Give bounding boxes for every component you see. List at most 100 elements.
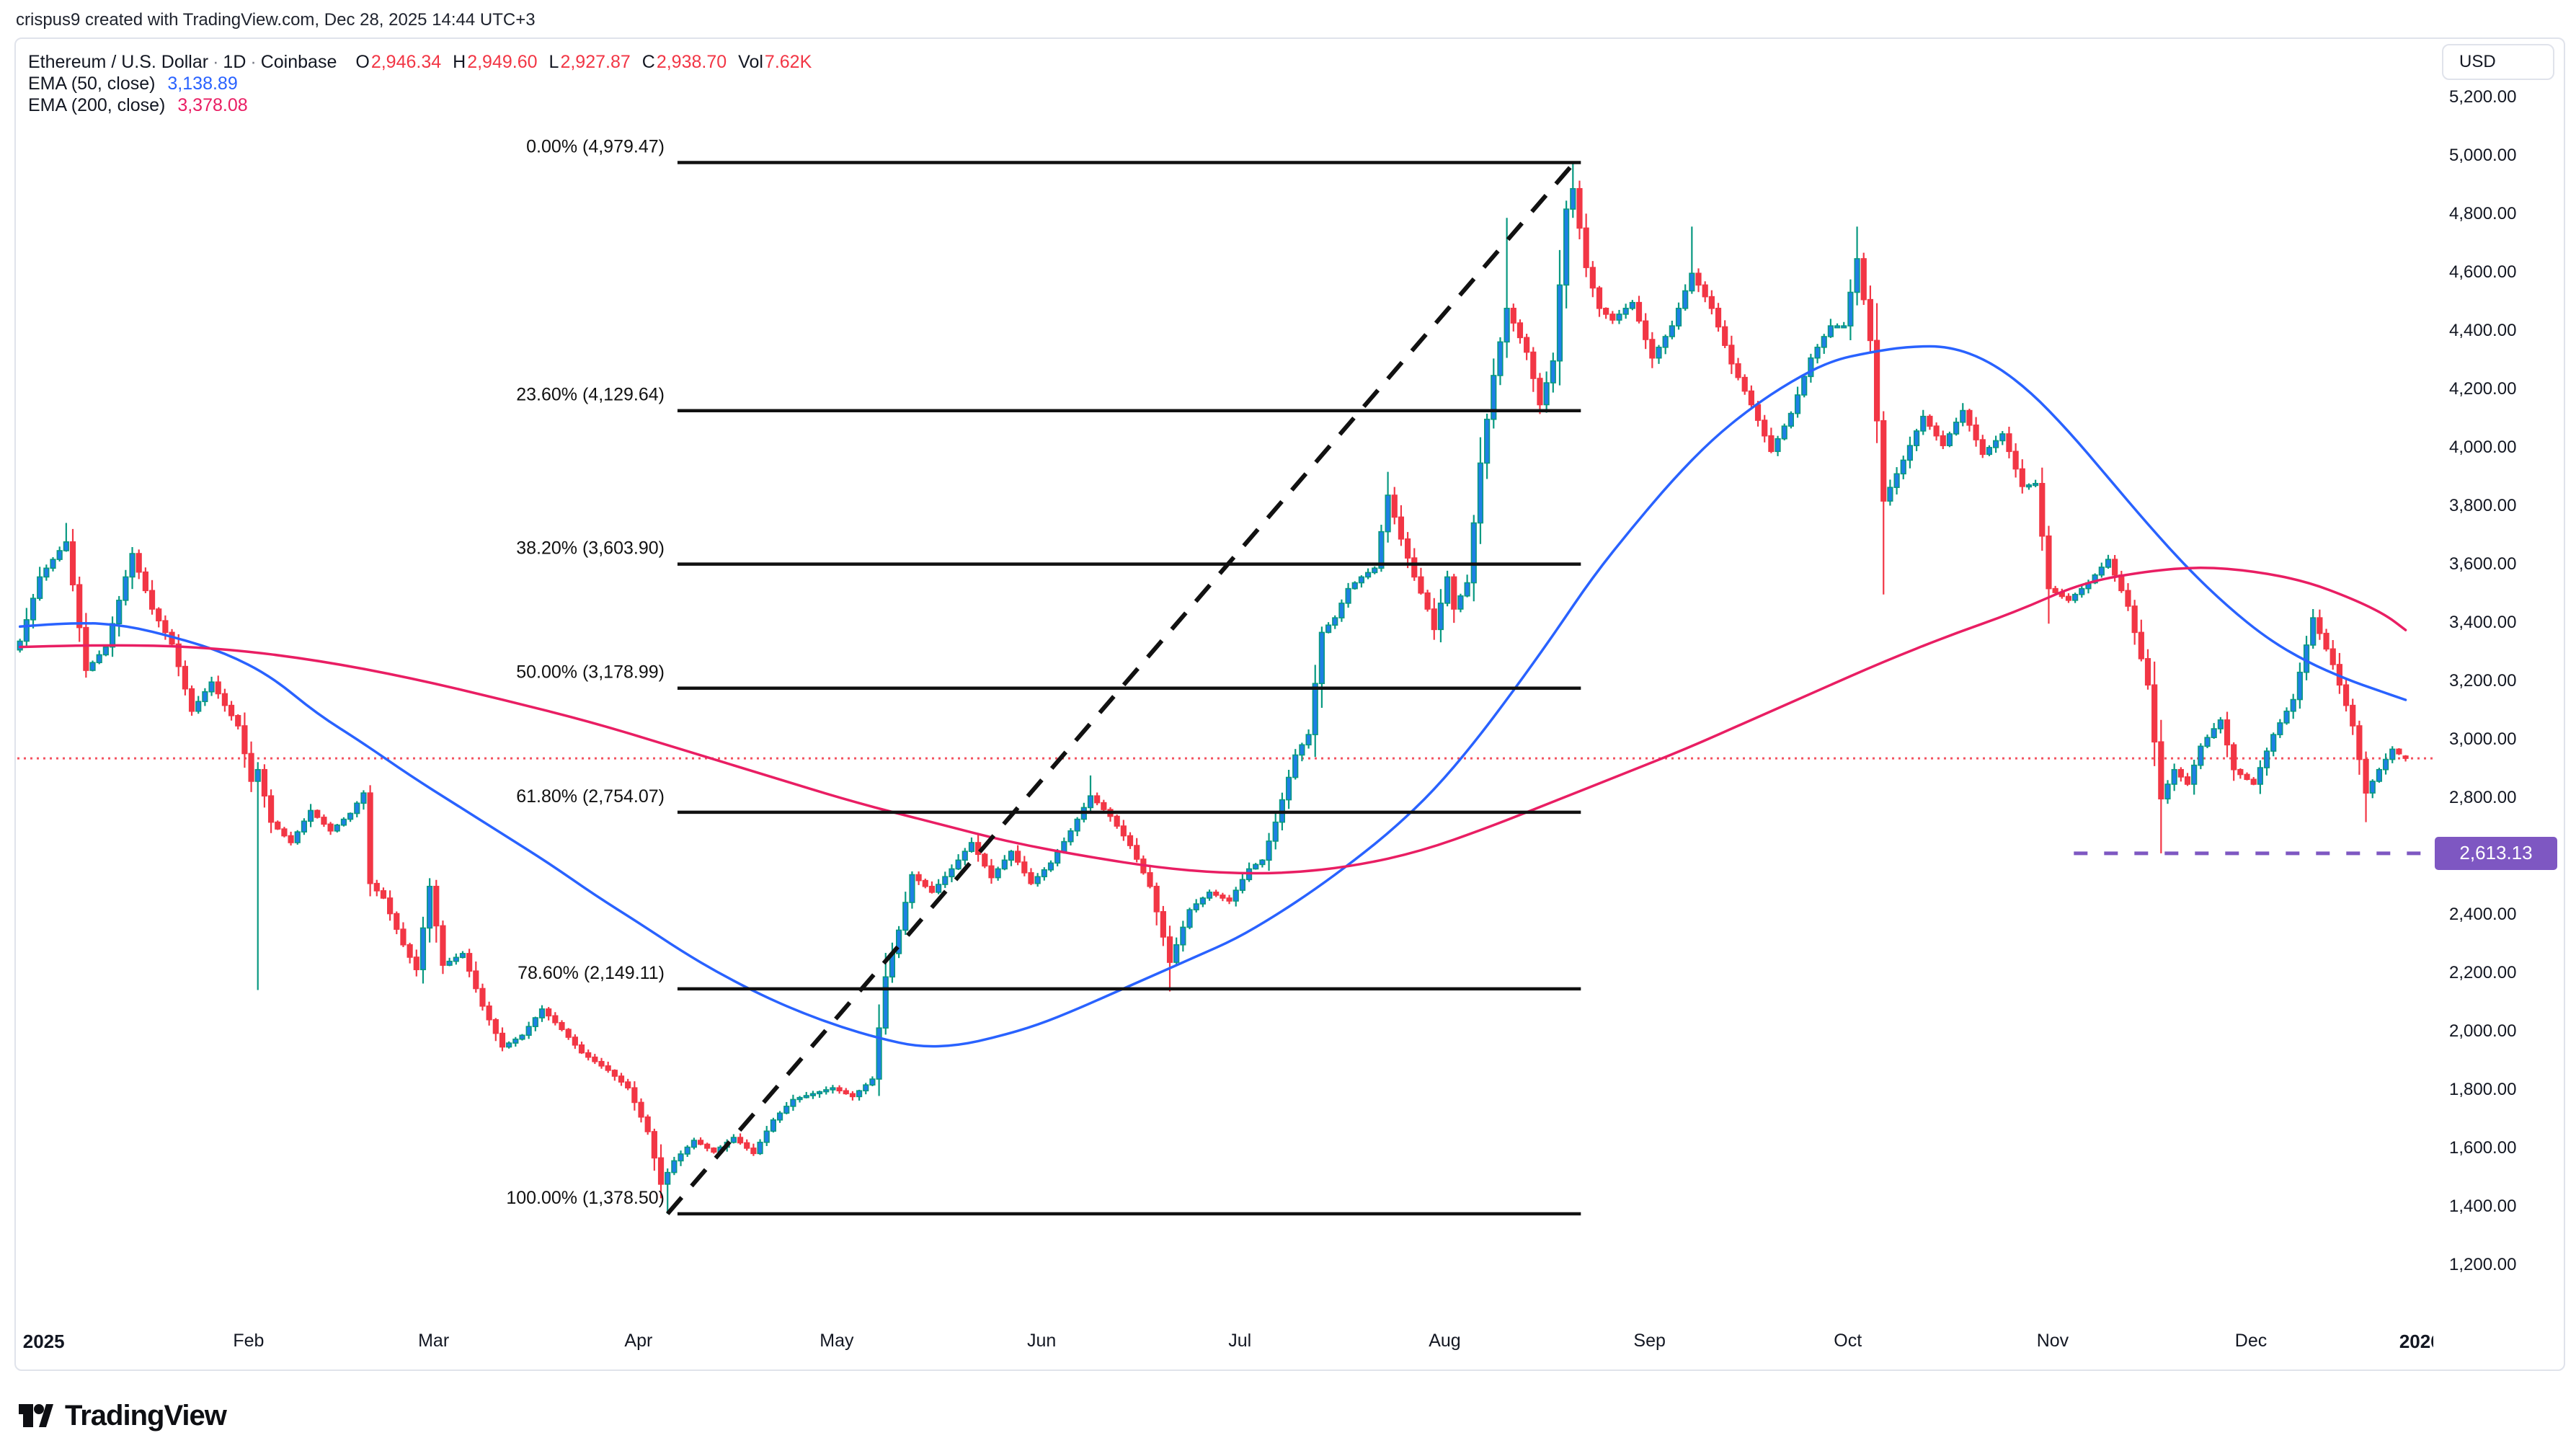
tradingview-footer[interactable]: TradingView — [17, 1397, 227, 1434]
candle-body — [690, 1140, 697, 1148]
time-axis-label: May — [820, 1331, 854, 1351]
candle-body — [1801, 376, 1808, 396]
ohlc-item: Vol7.62K — [738, 52, 812, 72]
candle-body — [202, 691, 208, 703]
candle-body — [1173, 944, 1180, 963]
candle-body — [1537, 378, 1543, 406]
ema50-label[interactable]: EMA (50, close) — [28, 74, 156, 94]
candle-body — [823, 1089, 830, 1093]
candle-body — [466, 953, 473, 972]
candle-body — [949, 868, 955, 878]
ema50-line — [18, 345, 2407, 1048]
candle-body — [1821, 336, 1827, 348]
candle-body — [909, 874, 915, 903]
candle-body — [1827, 325, 1834, 337]
interval-label[interactable]: 1D — [223, 52, 247, 72]
candle-body — [30, 598, 37, 621]
candle-body — [2158, 741, 2164, 800]
candle-body — [763, 1130, 770, 1143]
candle-body — [1781, 425, 1787, 440]
ema200-line — [18, 567, 2407, 875]
ema200-label[interactable]: EMA (200, close) — [28, 95, 166, 115]
candle-body — [248, 753, 254, 782]
candle-body — [254, 768, 261, 782]
candle-body — [294, 831, 301, 843]
candle-body — [1272, 821, 1279, 842]
candle-body — [1001, 859, 1008, 870]
candle-body — [869, 1078, 876, 1086]
candle-body — [2363, 758, 2369, 794]
candle-body — [195, 701, 202, 712]
chart-card: 0.00% (4,979.47) 23.60% (4,129.64) 38.20% … — [14, 37, 2565, 1371]
candle-body — [2277, 722, 2283, 735]
candle-body — [367, 792, 373, 884]
candle-body — [208, 681, 215, 693]
candle-body — [1689, 272, 1695, 292]
price-tick-label: 1,400.00 — [2449, 1197, 2517, 1217]
candle-body — [1351, 582, 1358, 590]
tradingview-wordmark: TradingView — [65, 1399, 227, 1431]
candle-body — [1239, 879, 1245, 891]
candle-body — [1147, 872, 1153, 887]
candle-body — [1418, 576, 1424, 594]
candle-body — [750, 1148, 757, 1155]
candle-body — [2396, 748, 2402, 755]
time-axis-label: 2026 — [2399, 1331, 2433, 1352]
candle-body — [2244, 773, 2250, 781]
candle-body — [1722, 326, 1728, 346]
price-tick-label: 3,000.00 — [2449, 729, 2517, 750]
candle-body — [407, 944, 413, 958]
ema50-value: 3,138.89 — [167, 74, 238, 94]
candle-body — [2098, 567, 2105, 576]
symbol-title[interactable]: Ethereum / U.S. Dollar — [28, 52, 209, 72]
candle-body — [123, 576, 129, 601]
candle-body — [2342, 684, 2350, 706]
price-tick-label: 4,000.00 — [2449, 438, 2517, 458]
exchange-label[interactable]: Coinbase — [260, 52, 337, 72]
candle-body — [1034, 876, 1041, 884]
time-axis[interactable]: 2025 Feb Mar Apr May Jun Jul Aug Sep Oct Nov Dec 202… — [17, 1308, 2433, 1368]
candle-body — [2198, 745, 2204, 766]
candle-body — [665, 1171, 671, 1185]
ohlc-item: C2,938.70 — [641, 52, 727, 72]
candle-body — [433, 885, 440, 927]
candle-body — [1834, 325, 1841, 329]
candle-body — [427, 885, 433, 929]
candle-body — [1643, 320, 1649, 340]
candle-body — [1576, 187, 1583, 229]
candle-body — [506, 1042, 512, 1048]
candle-body — [1028, 872, 1034, 884]
chart-plot-area[interactable]: 0.00% (4,979.47) 23.60% (4,129.64) 38.20% … — [17, 40, 2433, 1308]
candle-body — [334, 824, 340, 832]
candle-body — [744, 1142, 750, 1149]
candle-body — [281, 828, 288, 837]
candle-body — [2290, 698, 2296, 712]
time-axis-label: Nov — [2036, 1331, 2069, 1351]
candle-body — [1708, 296, 1715, 309]
ohlc-values: O2,946.34 H2,949.60 L2,927.87 C2,938.70 Vol7… — [347, 52, 814, 72]
candle-body — [2144, 658, 2151, 686]
candle-body — [1682, 290, 1689, 309]
candle-body — [267, 795, 275, 823]
price-axis[interactable]: USD 2,613.13 5,200.00 5,000.00 4,800.00 4,6… — [2433, 40, 2563, 1308]
candle-body — [942, 876, 949, 885]
attribution-text: crispus9 created with TradingView.com, D… — [16, 10, 536, 30]
alert-price-label: 2,613.13 — [2435, 836, 2557, 870]
candle-body — [479, 987, 486, 1007]
candle-body — [2171, 768, 2177, 785]
candle-body — [129, 553, 136, 578]
chart-legend: Ethereum / U.S. Dollar · 1D · Coinbase O2,946… — [28, 51, 814, 116]
candle-body — [638, 1101, 644, 1118]
candle-body — [2317, 617, 2323, 634]
candle-body — [882, 976, 889, 1029]
candle-body — [538, 1008, 546, 1018]
candlestick-chart[interactable]: 0.00% (4,979.47) 23.60% (4,129.64) 38.20% … — [17, 40, 2433, 1308]
candle-body — [102, 646, 109, 656]
candle-body — [1067, 830, 1074, 843]
currency-toggle-button[interactable]: USD — [2442, 44, 2554, 80]
ohlc-item: O2,946.34 — [355, 52, 442, 72]
candle-body — [585, 1052, 592, 1058]
time-axis-label: Feb — [233, 1331, 265, 1351]
price-tick-label: 1,800.00 — [2449, 1080, 2517, 1100]
candle-body — [1735, 363, 1741, 378]
